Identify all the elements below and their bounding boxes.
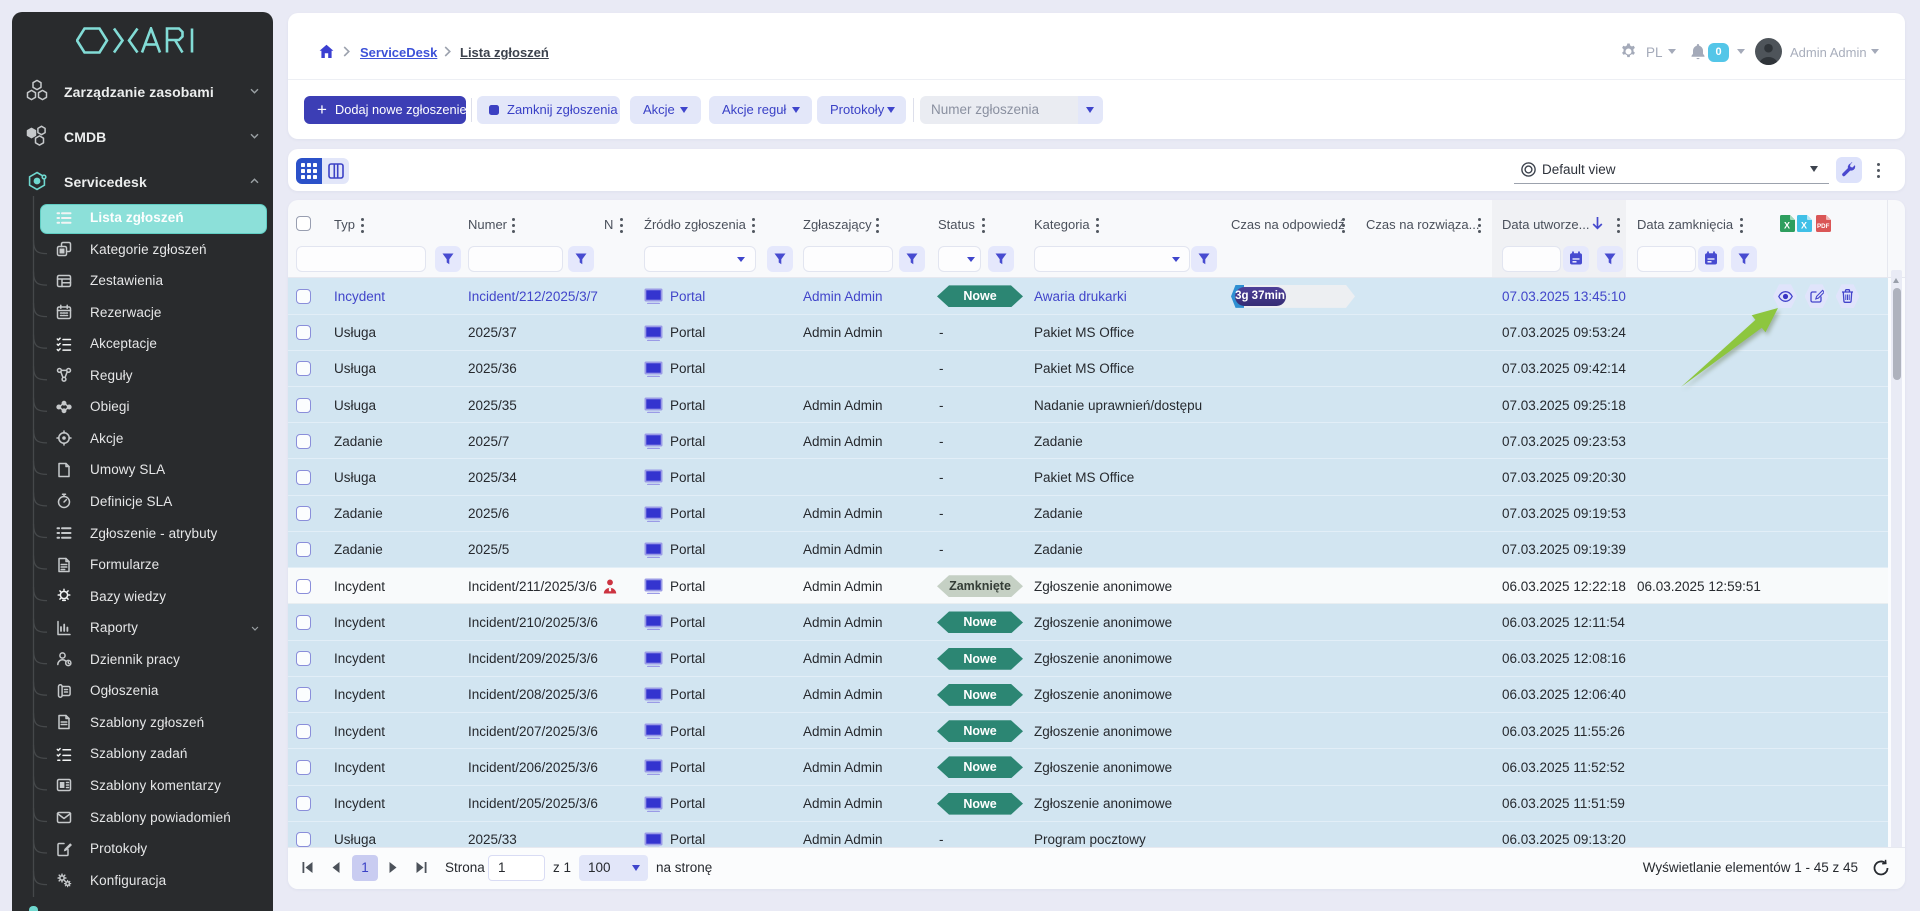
svg-text:PDF: PDF: [1817, 223, 1830, 230]
svg-text:X: X: [1801, 221, 1807, 231]
svg-text:X: X: [1784, 221, 1790, 231]
